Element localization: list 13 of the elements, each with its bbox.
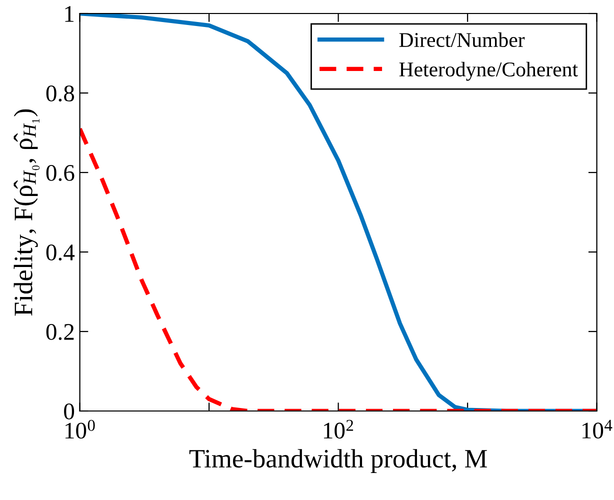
y-tick-label: 0.6 bbox=[46, 164, 74, 182]
y-tick-label: 0 bbox=[64, 403, 74, 420]
x-tick-label: 10$^{2}$ bbox=[324, 420, 354, 439]
y-axis-title: Fidelity, F(ρ̂$_{H₀}$, ρ̂$_{H₁}$) bbox=[14, 109, 40, 316]
y-tick-label: 0.4 bbox=[46, 244, 75, 261]
legend-label: Heterodyne/Coherent bbox=[399, 62, 578, 81]
x-tick-label: 10$^{4}$ bbox=[582, 420, 612, 439]
x-axis-title: Time-bandwidth product, M bbox=[189, 449, 487, 474]
y-tick-label: 1 bbox=[65, 6, 74, 22]
legend-label: Direct/Number bbox=[399, 32, 525, 48]
y-tick-label: 0.2 bbox=[46, 324, 74, 340]
y-tick-label: 0.8 bbox=[46, 85, 74, 102]
x-tick-label: 10$^{0}$ bbox=[65, 420, 95, 439]
